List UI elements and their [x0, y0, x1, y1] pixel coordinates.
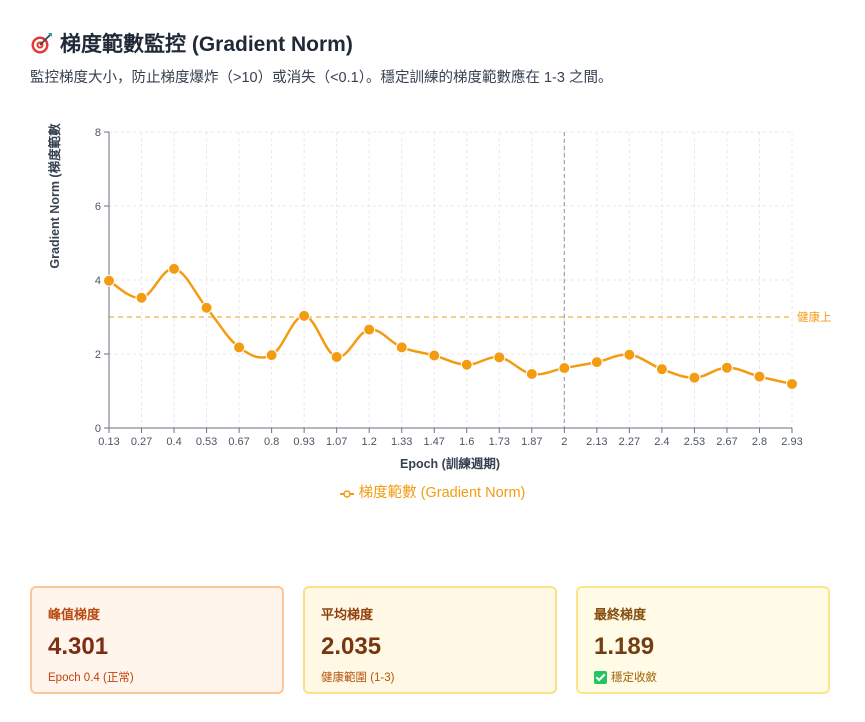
x-tick-label: 2.53: [684, 436, 705, 448]
x-tick-label: 2.93: [781, 436, 802, 448]
x-tick-label: 0.53: [196, 436, 217, 448]
data-point: [363, 323, 376, 336]
chart-axes: 0 2 4 6 8 0.13 0.27 0.4 0.53 0.67 0.8 0.93 1.07 1.2 1.…: [95, 127, 803, 448]
x-tick-label: 1.07: [326, 436, 347, 448]
average-gradient-value: 2.035: [321, 633, 382, 660]
x-tick-label: 0.67: [228, 436, 249, 448]
y-tick-label: 6: [95, 201, 101, 213]
final-gradient-note-row: 穩定收斂: [594, 669, 812, 685]
data-point: [493, 351, 506, 364]
final-gradient-note: 穩定收斂: [611, 672, 657, 684]
data-point: [786, 378, 798, 391]
data-point: [395, 341, 408, 354]
x-tick-label: 0.27: [131, 436, 152, 448]
x-tick-label: 1.47: [424, 436, 445, 448]
peak-gradient-card: 峰值梯度 4.301 Epoch 0.4 (正常): [30, 586, 284, 694]
data-point: [720, 361, 733, 374]
gradient-norm-chart: 健康上 0 2 4 6 8 0.13 0.27 0.4 0.53 0.67 0.8 0.93 1.07 1…: [47, 123, 832, 471]
data-point: [428, 349, 441, 362]
y-tick-label: 8: [95, 127, 101, 139]
data-point: [298, 309, 311, 322]
chart-grid: [109, 131, 793, 428]
chart-legend[interactable]: 梯度範數 (Gradient Norm): [0, 481, 865, 502]
page-subtitle: 監控梯度大小，防止梯度爆炸（>10）或消失（<0.1）。穩定訓練的梯度範數應在 …: [30, 70, 613, 86]
data-point: [168, 262, 181, 275]
data-point: [265, 349, 278, 362]
legend-line-icon: [339, 487, 354, 498]
y-axis-label: Gradient Norm (梯度範數: [47, 123, 62, 269]
data-point: [460, 358, 473, 371]
legend-label: 梯度範數 (Gradient Norm): [358, 485, 526, 501]
peak-gradient-value: 4.301: [48, 633, 109, 660]
data-point: [753, 370, 766, 383]
target-icon: [30, 31, 54, 55]
peak-gradient-note: Epoch 0.4 (正常): [48, 672, 134, 684]
check-icon: [594, 670, 607, 684]
final-gradient-value: 1.189: [594, 633, 655, 660]
x-tick-label: 1.6: [459, 436, 474, 448]
x-tick-label: 2.4: [654, 436, 669, 448]
x-tick-label: 2.67: [716, 436, 737, 448]
x-tick-label: 0.93: [293, 436, 314, 448]
data-point: [103, 274, 115, 287]
final-gradient-label: 最終梯度: [594, 607, 647, 622]
data-point: [688, 371, 701, 384]
data-point: [200, 301, 213, 314]
x-tick-label: 0.13: [98, 436, 119, 448]
x-axis-label: Epoch (訓練週期): [400, 456, 500, 471]
healthy-upper-label: 健康上: [797, 310, 832, 324]
data-point: [623, 348, 636, 361]
reference-layer: 健康上: [109, 132, 832, 428]
x-tick-label: 1.2: [362, 436, 377, 448]
page-title: 梯度範數監控 (Gradient Norm): [30, 28, 353, 58]
y-tick-label: 2: [95, 349, 101, 361]
data-point: [233, 341, 246, 354]
data-point: [590, 356, 603, 369]
x-tick-label: 1.87: [521, 436, 542, 448]
x-tick-label: 2: [561, 436, 567, 448]
x-tick-label: 0.4: [166, 436, 181, 448]
data-point: [525, 367, 538, 380]
x-tick-label: 2.27: [619, 436, 640, 448]
average-gradient-label: 平均梯度: [321, 607, 374, 622]
y-tick-label: 0: [95, 423, 101, 435]
series-layer: [103, 262, 798, 391]
y-tick-label: 4: [95, 275, 101, 287]
x-tick-label: 1.73: [489, 436, 510, 448]
peak-gradient-label: 峰值梯度: [48, 607, 101, 622]
x-tick-label: 2.13: [586, 436, 607, 448]
gradient-norm-line: [108, 267, 793, 386]
page-title-text: 梯度範數監控 (Gradient Norm): [60, 33, 353, 56]
data-point: [330, 350, 343, 363]
average-gradient-card: 平均梯度 2.035 健康範圍 (1-3): [303, 586, 557, 694]
average-gradient-note: 健康範圍 (1-3): [321, 672, 395, 684]
data-point: [558, 362, 571, 375]
data-point: [655, 363, 668, 376]
x-tick-label: 0.8: [264, 436, 279, 448]
final-gradient-card: 最終梯度 1.189 穩定收斂: [576, 586, 830, 694]
x-tick-label: 2.8: [752, 436, 767, 448]
data-point: [135, 291, 148, 304]
x-tick-label: 1.33: [391, 436, 412, 448]
